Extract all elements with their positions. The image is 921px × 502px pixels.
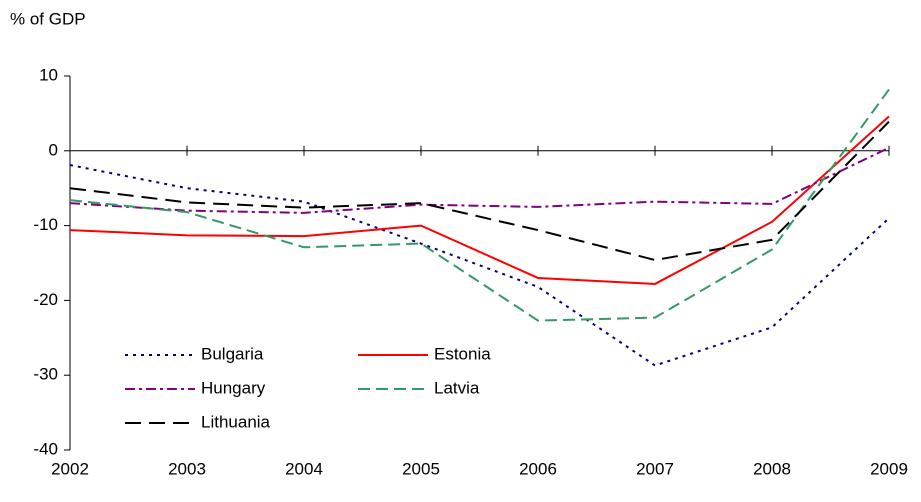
x-tick-label: 2008 [753,459,791,478]
y-tick-label: 0 [49,140,58,159]
x-tick-label: 2003 [168,459,206,478]
y-tick-label: -40 [33,439,58,458]
x-tick-label: 2004 [285,459,323,478]
legend-label: Bulgaria [201,344,264,363]
legend-label: Lithuania [201,412,271,431]
y-axis-label: % of GDP [10,9,86,28]
x-tick-label: 2006 [519,459,557,478]
legend-label: Latvia [434,378,480,397]
x-tick-label: 2009 [870,459,908,478]
y-tick-label: -10 [33,215,58,234]
legend-label: Estonia [434,344,491,363]
y-tick-label: -20 [33,290,58,309]
x-tick-label: 2002 [51,459,89,478]
y-tick-label: -30 [33,365,58,384]
y-tick-label: 10 [39,65,58,84]
x-tick-label: 2005 [402,459,440,478]
series-line [69,115,890,285]
series-line [69,164,890,367]
x-tick-label: 2007 [636,459,674,478]
series-line [69,120,890,262]
legend-label: Hungary [201,378,266,397]
series-line [69,88,890,322]
